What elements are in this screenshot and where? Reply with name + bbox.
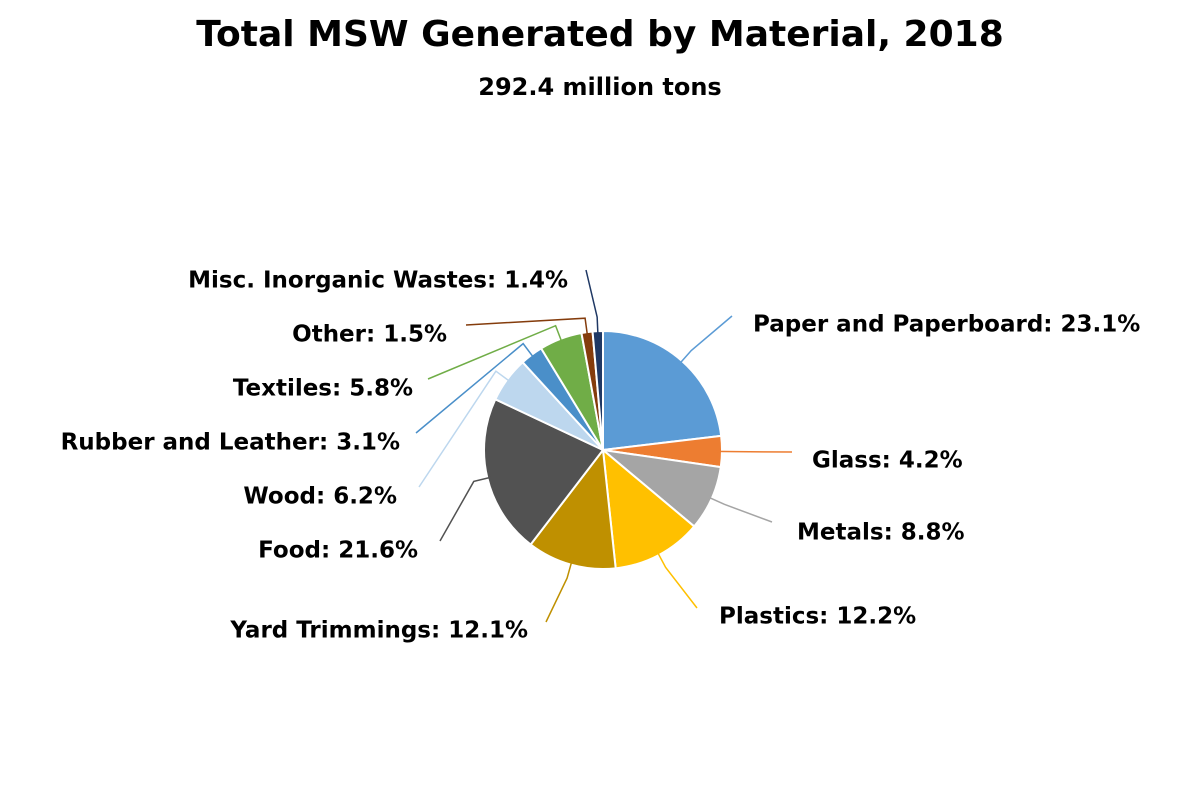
leader-line (676, 315, 733, 368)
data-label: Yard Trimmings: 12.1% (229, 618, 528, 644)
data-label: Paper and Paperboard: 23.1% (753, 312, 1140, 338)
leader-line (465, 317, 589, 341)
leader-line (418, 370, 515, 488)
leader-line (545, 556, 574, 623)
chart-subtitle: 292.4 million tons (478, 73, 721, 101)
data-label: Glass: 4.2% (812, 448, 963, 474)
leader-line (713, 450, 793, 453)
leader-line (415, 342, 537, 434)
leader-line (585, 269, 599, 340)
leader-line (704, 494, 773, 523)
data-label: Other: 1.5% (292, 322, 447, 348)
data-label: Food: 21.6% (258, 538, 418, 564)
data-label: Wood: 6.2% (243, 484, 397, 510)
leader-line (427, 324, 565, 380)
leader-line (654, 547, 698, 609)
data-label: Textiles: 5.8% (233, 376, 413, 402)
chart-title: Total MSW Generated by Material, 2018 (196, 14, 1004, 55)
leader-line (439, 475, 496, 542)
data-label: Plastics: 12.2% (719, 604, 916, 630)
data-label: Rubber and Leather: 3.1% (61, 430, 400, 456)
data-label: Metals: 8.8% (797, 520, 965, 546)
data-label: Misc. Inorganic Wastes: 1.4% (188, 268, 568, 294)
pie-slice: Paper and Paperboard (602, 329, 723, 452)
